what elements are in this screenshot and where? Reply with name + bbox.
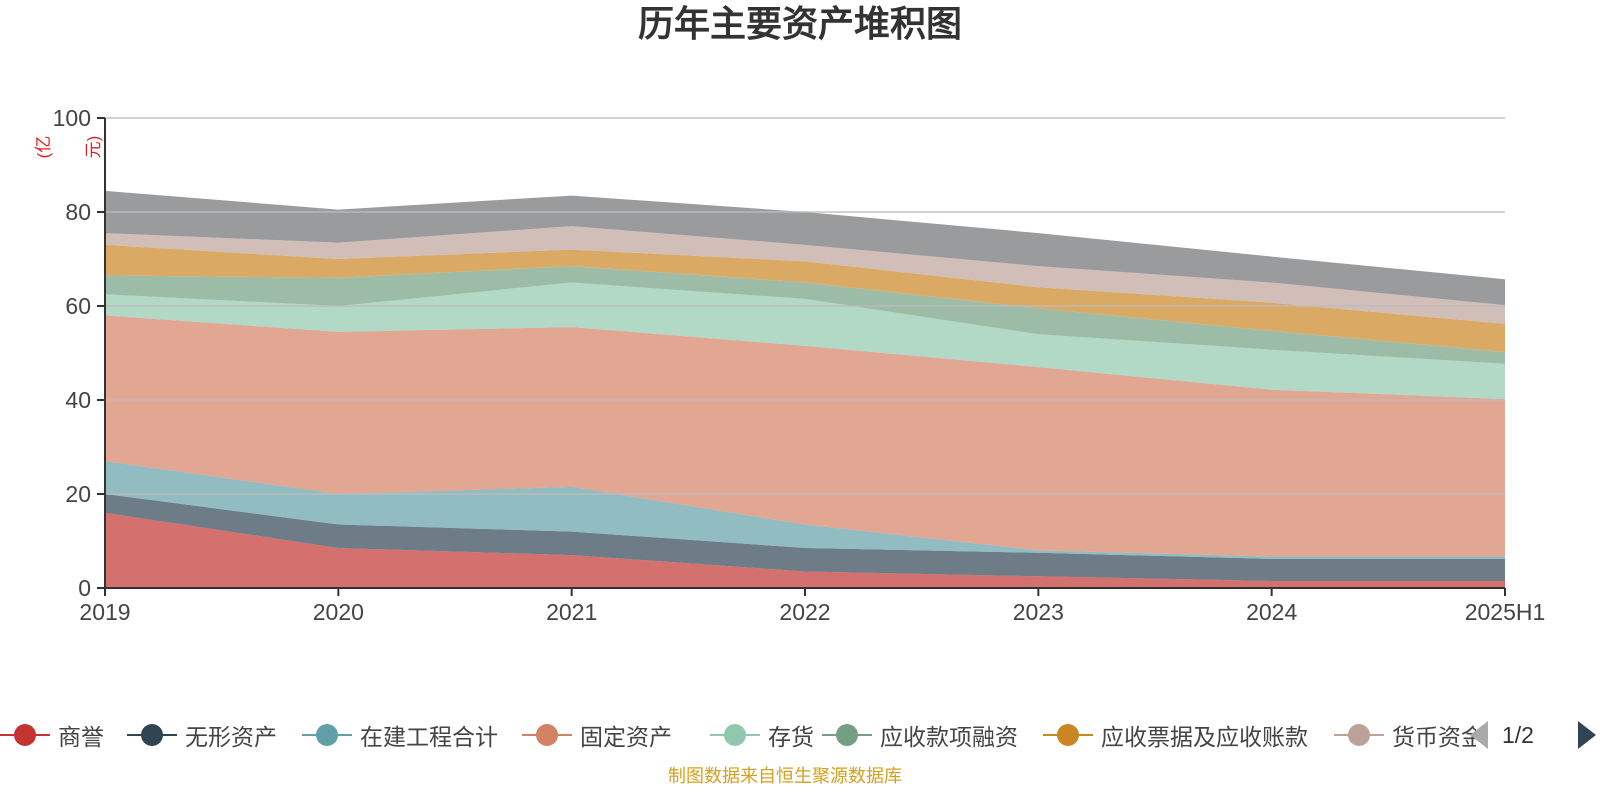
area-series-2 xyxy=(105,494,1505,581)
legend-page-indicator: 1/2 xyxy=(1502,722,1534,748)
x-tick-label: 2020 xyxy=(313,599,364,625)
y-tick-label: 20 xyxy=(65,481,91,507)
x-tick-label: 2025H1 xyxy=(1465,599,1546,625)
legend-marker-icon xyxy=(1334,712,1384,758)
legend-marker-icon xyxy=(822,712,872,758)
area-series-5 xyxy=(105,282,1505,400)
y-tick-label: 40 xyxy=(65,387,91,413)
legend-item[interactable]: 应收款项融资 xyxy=(822,712,1018,758)
legend-label: 应收票据及应收账款 xyxy=(1101,724,1308,750)
legend-item[interactable]: 在建工程合计 xyxy=(302,712,498,758)
area-series-9 xyxy=(105,190,1505,306)
area-series-group xyxy=(105,190,1505,588)
x-tick-label: 2022 xyxy=(779,599,830,625)
triangle-right-icon[interactable] xyxy=(1578,721,1596,749)
legend-marker-icon xyxy=(0,712,50,758)
area-series-3 xyxy=(105,461,1505,559)
legend-item[interactable]: 存货 xyxy=(710,712,814,758)
x-tick-label: 2023 xyxy=(1013,599,1064,625)
legend-marker-icon xyxy=(302,712,352,758)
legend-marker-icon xyxy=(522,712,572,758)
legend-item[interactable]: 商誉 xyxy=(0,712,104,758)
legend-label: 货币资金 xyxy=(1392,724,1476,750)
chart-title: 历年主要资产堆积图 xyxy=(637,3,962,44)
legend-item[interactable]: 固定资产 xyxy=(522,712,672,758)
data-source-note: 制图数据来自恒生聚源数据库 xyxy=(668,766,902,786)
area-series-1 xyxy=(105,512,1505,588)
stacked-area-chart: 0 20 40 60 80 100 2019 2020 2021 2022 2023 2024 2025… xyxy=(53,105,1546,625)
legend-label: 无形资产 xyxy=(185,724,277,750)
legend-items: 商誉 无形资产 在建工程合计 固定资产 存货 应收款项融资 应收票据及应收账款 货币资金 xyxy=(0,712,1476,758)
legend-item[interactable]: 应收票据及应收账款 xyxy=(1043,712,1308,758)
legend-marker-icon xyxy=(1043,712,1093,758)
area-series-7 xyxy=(105,244,1505,353)
x-tick-label: 2021 xyxy=(546,599,597,625)
x-tick-label: 2024 xyxy=(1246,599,1297,625)
legend-item[interactable]: 货币资金 xyxy=(1334,712,1476,758)
legend-marker-icon xyxy=(710,712,760,758)
y-tick-label: 60 xyxy=(65,293,91,319)
area-series-8 xyxy=(105,226,1505,324)
legend-label: 商誉 xyxy=(58,724,104,750)
legend-label: 在建工程合计 xyxy=(360,724,498,750)
legend: 商誉 无形资产 在建工程合计 固定资产 存货 应收款项融资 应收票据及应收账款 货币资金 1/… xyxy=(0,712,1600,758)
area-series-6 xyxy=(105,266,1505,364)
legend-label: 固定资产 xyxy=(580,724,672,750)
legend-item[interactable]: 无形资产 xyxy=(127,712,277,758)
legend-label: 应收款项融资 xyxy=(880,724,1018,750)
area-series-4 xyxy=(105,315,1505,557)
legend-marker-icon xyxy=(127,712,177,758)
y-tick-label: 80 xyxy=(65,199,91,225)
axes: 0 20 40 60 80 100 2019 2020 2021 2022 2023 2024 2025… xyxy=(53,105,1546,625)
x-tick-label: 2019 xyxy=(79,599,130,625)
y-tick-label: 0 xyxy=(78,575,91,601)
y-tick-label: 100 xyxy=(53,105,91,131)
legend-label: 存货 xyxy=(768,724,814,750)
triangle-left-icon[interactable] xyxy=(1470,721,1488,749)
grid-lines xyxy=(105,117,1505,495)
